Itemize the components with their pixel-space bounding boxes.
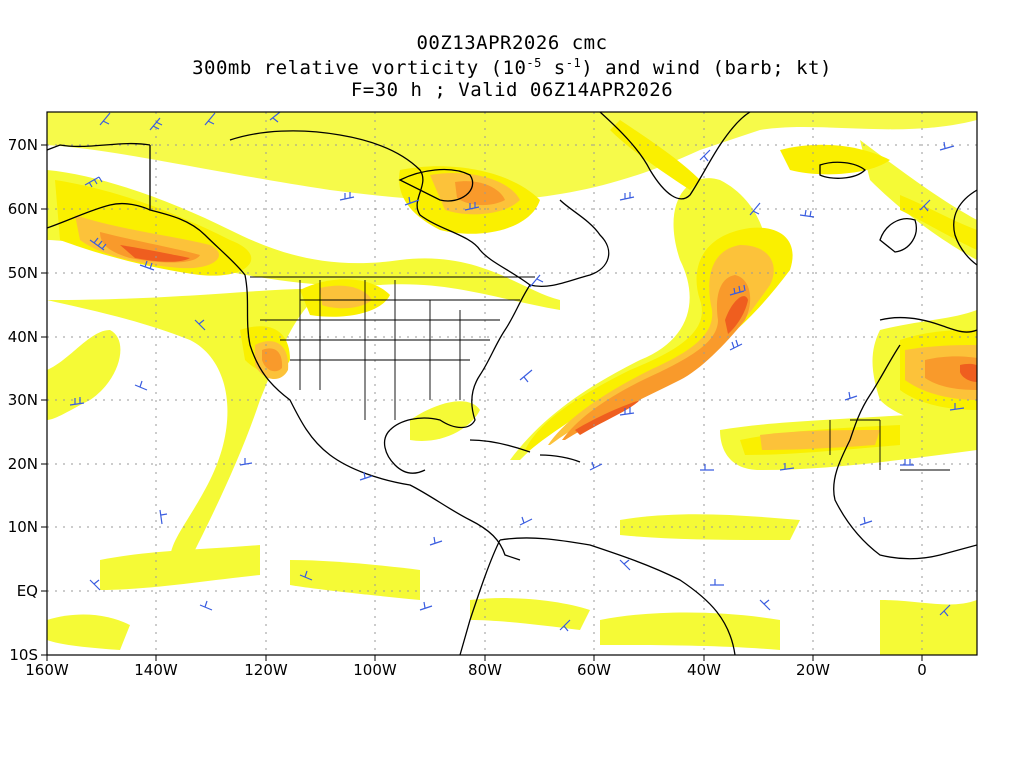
axis-ticks xyxy=(41,144,923,661)
vorticity-shading xyxy=(47,112,977,655)
lon-label: 20W xyxy=(796,661,830,679)
longitude-labels: 160W 140W 120W 100W 80W 60W 40W 20W 0 xyxy=(25,661,927,679)
lat-label: 10S xyxy=(9,646,38,664)
title-valid: F=30 h ; Valid 06Z14APR2026 xyxy=(350,79,674,101)
map-frame xyxy=(46,111,978,656)
lat-label: 70N xyxy=(8,136,38,154)
lat-label: 30N xyxy=(8,391,38,409)
lon-label: 0 xyxy=(917,661,927,679)
political-borders xyxy=(250,276,950,471)
lon-label: 80W xyxy=(468,661,502,679)
wind-barbs xyxy=(69,112,965,632)
lon-label: 140W xyxy=(134,661,178,679)
lon-label: 60W xyxy=(577,661,611,679)
lon-label: 160W xyxy=(25,661,69,679)
latitude-labels: 70N 60N 50N 40N 30N 20N 10N EQ 10S xyxy=(8,136,38,664)
lat-label: 60N xyxy=(8,200,38,218)
lon-label: 40W xyxy=(687,661,721,679)
lat-label: EQ xyxy=(17,582,38,600)
lon-label: 120W xyxy=(244,661,288,679)
lat-label: 50N xyxy=(8,264,38,282)
title-field: 300mb relative vorticity (10-5 s-1) and … xyxy=(192,56,832,79)
title-run: 00Z13APR2026 cmc xyxy=(416,32,608,54)
lon-label: 100W xyxy=(353,661,397,679)
coastlines xyxy=(47,112,977,655)
lat-label: 20N xyxy=(8,455,38,473)
lat-label: 10N xyxy=(8,518,38,536)
lat-label: 40N xyxy=(8,328,38,346)
